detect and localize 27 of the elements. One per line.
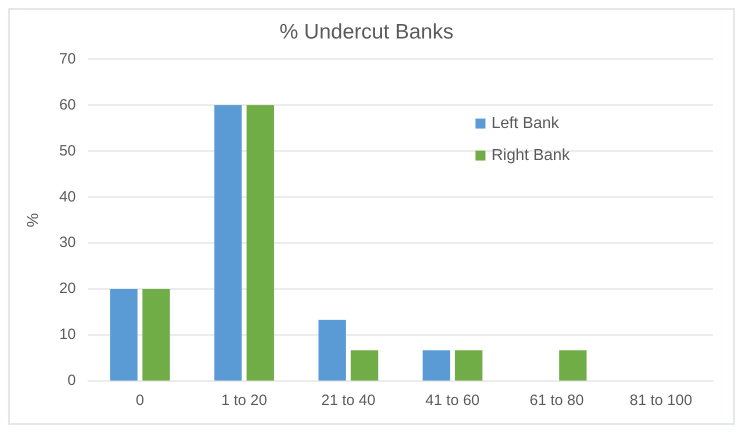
bar xyxy=(350,350,378,380)
x-tick-label: 21 to 40 xyxy=(321,392,376,410)
x-tick-label: 41 to 60 xyxy=(425,392,480,410)
x-tick-label: 1 to 20 xyxy=(221,392,268,410)
bar xyxy=(110,289,138,380)
bar xyxy=(318,320,346,380)
x-tick-label: 61 to 80 xyxy=(530,392,584,410)
y-tick-label: 60 xyxy=(59,96,76,114)
y-tick-label: 30 xyxy=(59,234,76,252)
bar xyxy=(422,350,450,380)
y-axis-title: % xyxy=(25,212,42,228)
y-tick-label: 20 xyxy=(59,280,76,298)
y-tick-label: 50 xyxy=(59,142,76,160)
bar xyxy=(214,105,242,380)
bar xyxy=(454,350,482,380)
bar xyxy=(559,350,587,380)
x-tick-label: 0 xyxy=(136,392,144,410)
x-tick-label: 81 to 100 xyxy=(630,392,692,410)
legend-label: Left Bank xyxy=(491,114,560,132)
y-tick-label: 0 xyxy=(68,372,76,390)
legend-label: Right Bank xyxy=(491,146,571,164)
y-tick-label: 70 xyxy=(59,50,76,68)
bar xyxy=(142,289,170,380)
y-tick-label: 10 xyxy=(59,326,76,344)
chart-title: % Undercut Banks xyxy=(280,20,454,44)
bar xyxy=(246,105,274,380)
y-tick-label: 40 xyxy=(59,188,76,206)
